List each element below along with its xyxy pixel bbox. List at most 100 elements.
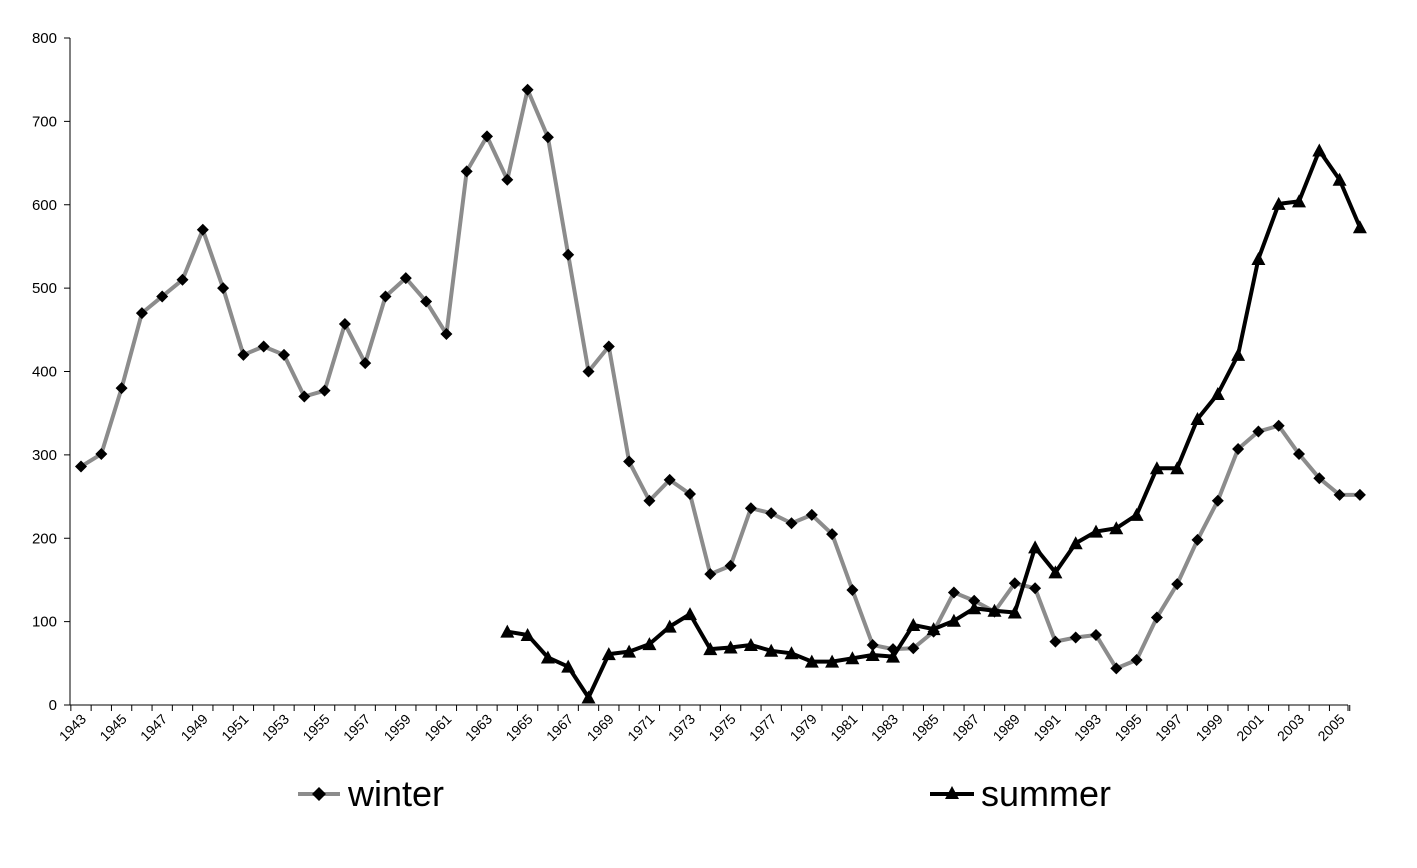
x-tick-label: 1993 <box>1071 711 1104 744</box>
summer-point <box>500 624 515 638</box>
summer-point <box>1149 461 1164 475</box>
summer-point <box>703 642 718 656</box>
legend: winter summer <box>298 773 1111 814</box>
winter-point <box>1049 635 1062 648</box>
summer-point <box>967 601 982 615</box>
winter-point <box>684 488 696 501</box>
summer-point <box>784 646 799 660</box>
summer-point <box>1271 196 1286 210</box>
x-tick-label: 1987 <box>949 711 982 744</box>
y-tick-label: 700 <box>32 113 57 130</box>
winter-point <box>481 130 493 143</box>
x-tick-label: 1983 <box>868 711 901 744</box>
summer-point <box>987 603 1002 617</box>
winter-point <box>1191 533 1204 546</box>
summer-point <box>581 690 596 704</box>
winter-point <box>1333 488 1346 501</box>
x-tick-label: 1961 <box>421 711 454 744</box>
winter-point <box>217 282 230 295</box>
winter-point <box>866 638 879 651</box>
summer-point <box>1007 605 1022 619</box>
winter-point <box>257 340 270 353</box>
x-tick-label: 1969 <box>584 711 617 744</box>
y-tick-label: 500 <box>32 280 57 297</box>
summer-point <box>622 644 637 658</box>
summer-point <box>764 643 779 657</box>
x-tick-label: 1947 <box>137 711 170 744</box>
winter-point <box>1110 662 1123 675</box>
winter-point <box>907 642 920 655</box>
x-tick-label: 1945 <box>96 711 129 744</box>
winter-point <box>379 290 392 303</box>
summer-point <box>561 659 576 673</box>
summer-point <box>886 649 900 663</box>
x-tick-label: 1949 <box>178 711 211 744</box>
winter-point <box>663 473 676 486</box>
winter-point <box>704 568 717 581</box>
y-ticks: 0 100 200 300 400 500 600 700 800 <box>32 30 70 714</box>
winter-point <box>582 365 595 378</box>
x-tick-label: 1975 <box>705 711 738 744</box>
summer-point <box>1068 536 1083 550</box>
summer-point <box>804 654 819 668</box>
x-tick-label: 1989 <box>990 711 1023 744</box>
winter-point <box>1353 488 1366 501</box>
summer-point <box>845 651 860 665</box>
summer-point <box>946 613 961 627</box>
y-tick-label: 300 <box>32 447 57 464</box>
winter-point <box>1090 628 1102 641</box>
winter-point <box>115 382 128 395</box>
x-tick-label: 1985 <box>908 711 941 744</box>
winter-point <box>75 460 87 473</box>
x-tick-label: 1959 <box>381 711 414 744</box>
x-tick-label: 1977 <box>746 711 779 744</box>
winter-point <box>521 83 534 96</box>
winter-point <box>602 340 615 353</box>
summer-point <box>662 619 677 633</box>
winter-point <box>135 307 148 320</box>
x-tick-label: 2003 <box>1274 711 1307 744</box>
x-axis: 1943 1945 1947 1949 1951 1953 1955 1957 1959 1961… <box>56 704 1351 744</box>
x-tick-label: 2001 <box>1233 711 1266 744</box>
winter-point <box>1232 443 1245 456</box>
winter-point <box>1171 578 1184 591</box>
x-tick-label: 1953 <box>259 711 292 744</box>
winter-point <box>1130 653 1143 666</box>
winter-point <box>947 586 960 599</box>
winter-point <box>399 272 412 285</box>
summer-point <box>926 622 941 636</box>
y-axis: 0 100 200 300 400 500 600 700 800 <box>32 30 71 714</box>
winter-point <box>440 327 453 340</box>
y-tick-label: 100 <box>32 614 57 631</box>
winter-line <box>79 87 1360 671</box>
summer-point <box>1170 461 1185 475</box>
legend-label-winter: winter <box>347 773 444 814</box>
summer-point <box>723 640 738 654</box>
y-tick-label: 200 <box>32 530 57 547</box>
winter-point <box>1150 611 1163 624</box>
summer-point <box>540 650 555 664</box>
x-tick-label: 2005 <box>1314 711 1347 744</box>
x-ticks: 1943 1945 1947 1949 1951 1953 1955 1957 1959 1961… <box>56 705 1351 744</box>
winter-point <box>278 348 290 361</box>
winter-point <box>1313 472 1326 485</box>
summer-point <box>1352 220 1367 234</box>
legend-marker-winter <box>312 787 326 801</box>
summer-point <box>1332 172 1347 186</box>
x-tick-label: 1981 <box>827 711 860 744</box>
winter-point <box>826 528 839 541</box>
winter-point <box>501 173 514 186</box>
x-tick-label: 1991 <box>1030 711 1063 744</box>
winter-point <box>643 494 656 507</box>
winter-point <box>156 290 169 303</box>
winter-point <box>196 223 209 236</box>
winter-point <box>1211 494 1224 507</box>
x-tick-label: 1965 <box>502 711 535 744</box>
summer-point <box>906 617 921 631</box>
summer-point <box>1028 540 1043 554</box>
y-tick-label: 800 <box>32 30 57 47</box>
legend-item-winter: winter <box>298 773 444 814</box>
winter-point <box>176 273 189 286</box>
summer-point <box>683 607 697 621</box>
